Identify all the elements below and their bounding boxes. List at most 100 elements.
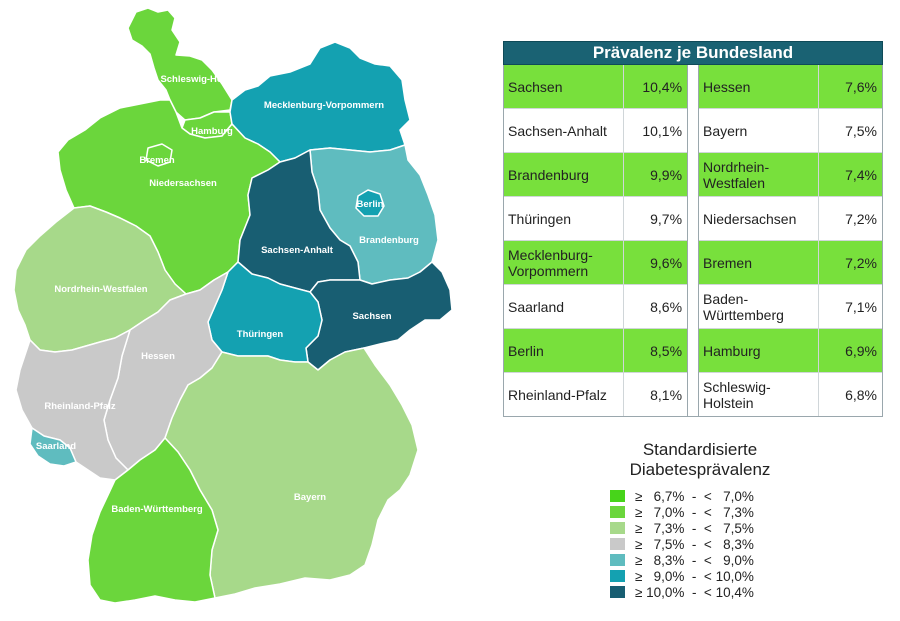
region-bremen <box>145 143 173 167</box>
state-name: Nordrhein-Westfalen <box>699 153 820 196</box>
table-row: Saarland 8,6% <box>504 285 688 329</box>
prevalence-value: 7,5% <box>845 122 878 139</box>
legend-title-line1: Standardisierte <box>642 440 758 459</box>
label-mecklenburg-vorpommern: Mecklenburg-Vorpommern <box>264 100 384 111</box>
prevalence-value: 8,5% <box>650 342 683 359</box>
legend-item: ≥ 8,3% - < 9,0% <box>610 552 800 568</box>
legend: Standardisierte Diabetesprävalenz ≥ 6,7%… <box>600 440 800 600</box>
prevalence-value: 9,6% <box>650 254 683 271</box>
label-niedersachsen: Niedersachsen <box>149 178 217 189</box>
label-hessen: Hessen <box>141 351 175 362</box>
prevalence-value: 6,9% <box>845 342 878 359</box>
table-row: Bremen 7,2% <box>698 241 883 285</box>
legend-item: ≥ 7,3% - < 7,5% <box>610 520 800 536</box>
label-sachsen: Sachsen <box>352 311 391 322</box>
table-row: Hamburg 6,9% <box>698 329 883 373</box>
label-thueringen: Thüringen <box>237 329 284 340</box>
state-name: Berlin <box>504 329 625 372</box>
prevalence-table: Prävalenz je Bundesland Sachsen 10,4% Sach… <box>503 41 883 417</box>
prevalence-value: 8,6% <box>650 298 683 315</box>
table-column-left: Sachsen 10,4% Sachsen-Anhalt 10,1% Brandenbu… <box>504 65 688 416</box>
table-row: Mecklenburg-Vorpommern 9,6% <box>504 241 688 285</box>
prevalence-value: 10,4% <box>642 78 683 95</box>
legend-item: ≥ 6,7% - < 7,0% <box>610 488 800 504</box>
table-title: Prävalenz je Bundesland <box>503 41 883 65</box>
table-row: Thüringen 9,7% <box>504 197 688 241</box>
state-name: Sachsen-Anhalt <box>504 109 625 152</box>
legend-swatch <box>610 586 625 598</box>
legend-label: ≥ 10,0% - < 10,4% <box>635 584 754 600</box>
legend-label: ≥ 6,7% - < 7,0% <box>635 488 754 504</box>
legend-item: ≥ 7,5% - < 8,3% <box>610 536 800 552</box>
state-name: Niedersachsen <box>699 197 820 240</box>
prevalence-value: 8,1% <box>650 386 683 403</box>
table-column-right: Hessen 7,6% Bayern 7,5% Nordrhein-Westfalen 7… <box>698 65 883 416</box>
legend-item: ≥ 9,0% - < 10,0% <box>610 568 800 584</box>
legend-label: ≥ 7,3% - < 7,5% <box>635 520 754 536</box>
table-grid: Sachsen 10,4% Sachsen-Anhalt 10,1% Brandenbu… <box>503 65 883 417</box>
legend-items: ≥ 6,7% - < 7,0% ≥ 7,0% - < 7,3% ≥ 7,3% - <… <box>610 488 800 600</box>
state-name: Brandenburg <box>504 153 625 196</box>
column-gap <box>687 65 699 416</box>
region-baden-wuerttemberg <box>87 437 219 604</box>
state-name: Mecklenburg-Vorpommern <box>504 241 625 284</box>
label-bremen: Bremen <box>139 155 175 166</box>
label-baden-wuerttemberg: Baden-Württemberg <box>111 504 203 515</box>
legend-title-line2: Diabetesprävalenz <box>629 460 771 479</box>
label-brandenburg: Brandenburg <box>359 235 419 246</box>
table-row: Niedersachsen 7,2% <box>698 197 883 241</box>
legend-label: ≥ 7,0% - < 7,3% <box>635 504 754 520</box>
prevalence-value: 9,7% <box>650 210 683 227</box>
label-nordrhein-westfalen: Nordrhein-Westfalen <box>54 284 147 295</box>
legend-swatch <box>610 554 625 566</box>
table-row: Berlin 8,5% <box>504 329 688 373</box>
state-name: Sachsen <box>504 65 625 108</box>
table-row: Schleswig-Holstein 6,8% <box>698 373 883 416</box>
table-row: Rheinland-Pfalz 8,1% <box>504 373 688 416</box>
state-name: Baden-Württemberg <box>699 285 820 328</box>
prevalence-value: 7,4% <box>845 166 878 183</box>
prevalence-value: 6,8% <box>845 386 878 403</box>
table-row: Brandenburg 9,9% <box>504 153 688 197</box>
label-rheinland-pfalz: Rheinland-Pfalz <box>44 401 116 412</box>
legend-label: ≥ 9,0% - < 10,0% <box>635 568 754 584</box>
germany-map: Schleswig-Holstein Hamburg Mecklenburg-V… <box>13 7 453 604</box>
legend-item: ≥ 10,0% - < 10,4% <box>610 584 800 600</box>
label-saarland: Saarland <box>36 441 76 452</box>
legend-swatch <box>610 522 625 534</box>
legend-swatch <box>610 490 625 502</box>
table-row: Sachsen 10,4% <box>504 65 688 109</box>
state-name: Rheinland-Pfalz <box>504 373 625 416</box>
state-name: Bayern <box>699 109 820 152</box>
legend-swatch <box>610 570 625 582</box>
table-row: Sachsen-Anhalt 10,1% <box>504 109 688 153</box>
region-berlin <box>355 189 385 217</box>
state-name: Bremen <box>699 241 820 284</box>
legend-title: Standardisierte Diabetesprävalenz <box>600 440 800 480</box>
prevalence-value: 7,2% <box>845 254 878 271</box>
table-row: Bayern 7,5% <box>698 109 883 153</box>
prevalence-value: 7,1% <box>845 298 878 315</box>
label-schleswig-holstein: Schleswig-Holstein <box>160 74 247 85</box>
label-bayern: Bayern <box>294 492 326 503</box>
prevalence-value: 7,6% <box>845 78 878 95</box>
legend-swatch <box>610 538 625 550</box>
prevalence-value: 9,9% <box>650 166 683 183</box>
legend-swatch <box>610 506 625 518</box>
state-name: Saarland <box>504 285 625 328</box>
prevalence-value: 7,2% <box>845 210 878 227</box>
table-row: Hessen 7,6% <box>698 65 883 109</box>
region-saarland <box>29 427 77 467</box>
label-hamburg: Hamburg <box>191 126 233 137</box>
state-name: Schleswig-Holstein <box>699 373 820 416</box>
table-row: Nordrhein-Westfalen 7,4% <box>698 153 883 197</box>
state-name: Thüringen <box>504 197 625 240</box>
state-name: Hamburg <box>699 329 820 372</box>
legend-item: ≥ 7,0% - < 7,3% <box>610 504 800 520</box>
legend-label: ≥ 8,3% - < 9,0% <box>635 552 754 568</box>
table-row: Baden-Württemberg 7,1% <box>698 285 883 329</box>
label-berlin: Berlin <box>357 199 384 210</box>
prevalence-value: 10,1% <box>642 122 683 139</box>
legend-label: ≥ 7,5% - < 8,3% <box>635 536 754 552</box>
label-sachsen-anhalt: Sachsen-Anhalt <box>261 245 334 256</box>
